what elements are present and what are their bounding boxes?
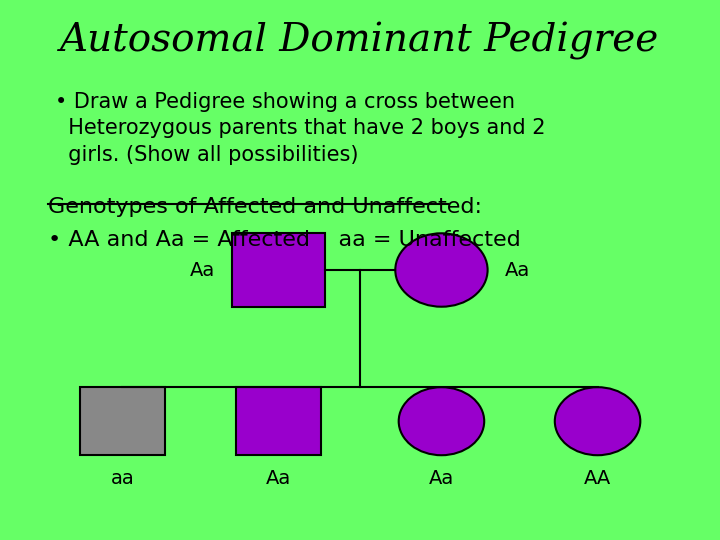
Ellipse shape: [399, 387, 485, 455]
Text: Autosomal Dominant Pedigree: Autosomal Dominant Pedigree: [60, 22, 660, 59]
Text: • AA and Aa = Affected    aa = Unaffected: • AA and Aa = Affected aa = Unaffected: [48, 230, 521, 249]
Ellipse shape: [555, 387, 640, 455]
Text: Aa: Aa: [190, 260, 215, 280]
Text: AA: AA: [584, 469, 611, 488]
Text: Aa: Aa: [505, 260, 530, 280]
Text: • Draw a Pedigree showing a cross between
  Heterozygous parents that have 2 boy: • Draw a Pedigree showing a cross betwee…: [55, 92, 545, 165]
Text: Aa: Aa: [429, 469, 454, 488]
Ellipse shape: [395, 233, 487, 307]
Bar: [233, 233, 325, 307]
Bar: [80, 387, 165, 455]
Text: Aa: Aa: [266, 469, 291, 488]
Text: aa: aa: [111, 469, 135, 488]
Bar: [235, 387, 321, 455]
Text: Genotypes of Affected and Unaffected:: Genotypes of Affected and Unaffected:: [48, 197, 482, 217]
